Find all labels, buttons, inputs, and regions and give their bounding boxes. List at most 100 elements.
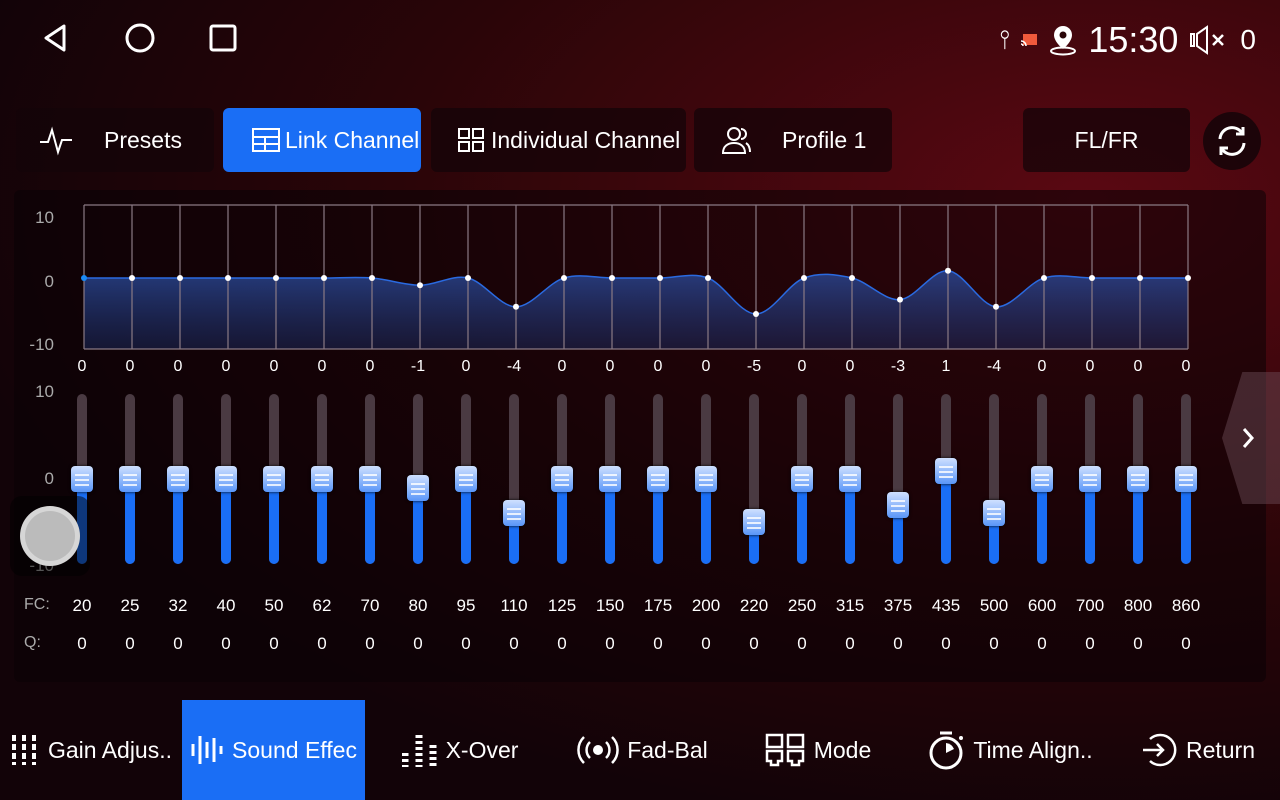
tab-link-channel[interactable]: Link Channel bbox=[223, 108, 421, 172]
band-q[interactable]: 0 bbox=[941, 634, 951, 653]
floating-assist-button[interactable] bbox=[10, 496, 90, 576]
band-slider-handle[interactable] bbox=[791, 466, 813, 492]
band-frequency[interactable]: 80 bbox=[408, 596, 428, 615]
reset-button[interactable] bbox=[1203, 112, 1261, 170]
band-frequency[interactable]: 125 bbox=[547, 596, 577, 615]
band-frequency[interactable]: 600 bbox=[1027, 596, 1057, 615]
band-q[interactable]: 0 bbox=[413, 634, 423, 653]
nav-fad-bal[interactable]: Fad-Bal bbox=[555, 700, 730, 800]
band-q[interactable]: 0 bbox=[653, 634, 663, 653]
nav-x-over[interactable]: X-Over bbox=[365, 700, 555, 800]
band-frequency[interactable]: 25 bbox=[120, 596, 140, 615]
band-slider-handle[interactable] bbox=[503, 500, 525, 526]
band-q[interactable]: 0 bbox=[845, 634, 855, 653]
band-q[interactable]: 0 bbox=[893, 634, 903, 653]
band-slider-handle[interactable] bbox=[647, 466, 669, 492]
band-slider-handle[interactable] bbox=[407, 474, 429, 501]
band-slider-handle[interactable] bbox=[1127, 466, 1149, 492]
band-q[interactable]: 0 bbox=[317, 634, 327, 653]
band-frequency[interactable]: 315 bbox=[835, 596, 865, 615]
home-icon[interactable] bbox=[120, 18, 160, 58]
band-q[interactable]: 0 bbox=[701, 634, 711, 653]
band-slider-handle[interactable] bbox=[167, 466, 189, 492]
band-q[interactable]: 0 bbox=[77, 634, 87, 653]
band-slider-handle[interactable] bbox=[71, 466, 93, 492]
band-q[interactable]: 0 bbox=[509, 634, 519, 653]
refresh-icon bbox=[1218, 126, 1246, 156]
band-slider-track[interactable] bbox=[893, 394, 903, 564]
band-slider-handle[interactable] bbox=[839, 466, 861, 492]
band-frequency[interactable]: 220 bbox=[739, 596, 769, 615]
band-q[interactable]: 0 bbox=[269, 634, 279, 653]
band-q[interactable]: 0 bbox=[125, 634, 135, 653]
band-q[interactable]: 0 bbox=[1085, 634, 1095, 653]
band-q[interactable]: 0 bbox=[749, 634, 759, 653]
band-frequency[interactable]: 860 bbox=[1171, 596, 1201, 615]
band-q[interactable]: 0 bbox=[557, 634, 567, 653]
band-frequency[interactable]: 150 bbox=[595, 596, 625, 615]
tab-label: Link Channel bbox=[285, 126, 420, 153]
mute-icon[interactable] bbox=[1188, 24, 1230, 56]
eq-point bbox=[609, 275, 615, 281]
band-frequency[interactable]: 500 bbox=[979, 596, 1009, 615]
nav-time-align[interactable]: Time Align.. bbox=[905, 700, 1115, 800]
band-slider-handle[interactable] bbox=[551, 466, 573, 492]
band-slider-fill bbox=[125, 479, 135, 564]
band-slider-handle[interactable] bbox=[455, 466, 477, 492]
band-frequency[interactable]: 95 bbox=[456, 596, 476, 615]
recents-icon[interactable] bbox=[203, 18, 243, 58]
band-frequency[interactable]: 700 bbox=[1075, 596, 1105, 615]
back-icon[interactable] bbox=[36, 18, 76, 58]
nav-mode[interactable]: Mode bbox=[730, 700, 905, 800]
band-slider-handle[interactable] bbox=[311, 466, 333, 492]
band-frequency[interactable]: 50 bbox=[264, 596, 284, 615]
band-gain-value: 0 bbox=[317, 358, 327, 375]
band-frequency[interactable]: 200 bbox=[691, 596, 721, 615]
band-frequency[interactable]: 800 bbox=[1123, 596, 1153, 615]
nav-gain-adjust[interactable]: Gain Adjus.. bbox=[0, 700, 182, 800]
band-slider-track[interactable] bbox=[509, 394, 519, 564]
band-frequency[interactable]: 175 bbox=[643, 596, 673, 615]
band-frequency[interactable]: 32 bbox=[168, 596, 188, 615]
tab-profile[interactable]: Profile 1 bbox=[694, 108, 892, 172]
tab-individual-channel[interactable]: Individual Channel bbox=[431, 108, 686, 172]
band-slider-handle[interactable] bbox=[359, 466, 381, 492]
nav-label: Return bbox=[1185, 736, 1256, 763]
band-slider-handle[interactable] bbox=[935, 457, 957, 484]
band-q[interactable]: 0 bbox=[1181, 634, 1191, 653]
band-q[interactable]: 0 bbox=[1037, 634, 1047, 653]
band-slider-handle[interactable] bbox=[1031, 466, 1053, 492]
band-slider-track[interactable] bbox=[989, 394, 999, 564]
band-slider-handle[interactable] bbox=[119, 466, 141, 492]
band-slider-handle[interactable] bbox=[263, 466, 285, 492]
band-slider-handle[interactable] bbox=[1175, 466, 1197, 492]
band-slider-handle[interactable] bbox=[743, 508, 765, 535]
band-frequency[interactable]: 62 bbox=[312, 596, 332, 615]
band-slider-handle[interactable] bbox=[215, 466, 237, 492]
band-frequency[interactable]: 110 bbox=[500, 596, 528, 615]
band-q[interactable]: 0 bbox=[989, 634, 999, 653]
band-q[interactable]: 0 bbox=[461, 634, 471, 653]
band-slider-handle[interactable] bbox=[1079, 466, 1101, 492]
band-frequency[interactable]: 375 bbox=[883, 596, 913, 615]
band-frequency[interactable]: 250 bbox=[787, 596, 817, 615]
band-frequency[interactable]: 40 bbox=[216, 596, 236, 615]
band-q[interactable]: 0 bbox=[221, 634, 231, 653]
band-frequency[interactable]: 70 bbox=[360, 596, 380, 615]
band-q[interactable]: 0 bbox=[173, 634, 183, 653]
band-frequency[interactable]: 20 bbox=[72, 596, 92, 615]
nav-sound-effect[interactable]: Sound Effec bbox=[182, 700, 365, 800]
band-slider-handle[interactable] bbox=[887, 491, 909, 518]
band-q[interactable]: 0 bbox=[1133, 634, 1143, 653]
channel-selector[interactable]: FL/FR bbox=[1023, 108, 1190, 172]
band-slider-track[interactable] bbox=[749, 394, 759, 564]
band-q[interactable]: 0 bbox=[365, 634, 375, 653]
band-q[interactable]: 0 bbox=[605, 634, 615, 653]
band-q[interactable]: 0 bbox=[797, 634, 807, 653]
tab-presets[interactable]: Presets bbox=[16, 108, 214, 172]
nav-return[interactable]: Return bbox=[1115, 700, 1280, 800]
band-slider-handle[interactable] bbox=[599, 466, 621, 492]
band-frequency[interactable]: 435 bbox=[931, 596, 961, 615]
band-slider-handle[interactable] bbox=[983, 500, 1005, 526]
band-slider-handle[interactable] bbox=[695, 466, 717, 492]
